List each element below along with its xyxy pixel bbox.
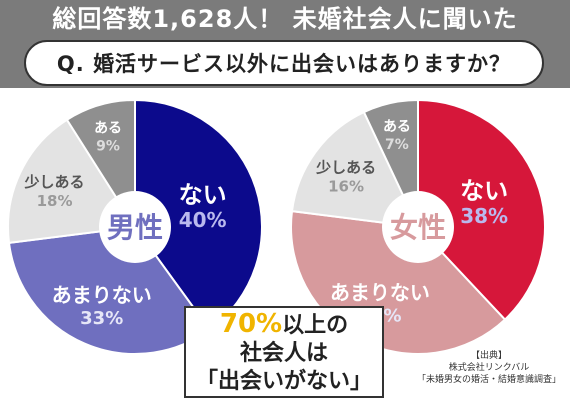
source-note: 【出典】 株式会社リンクバル 「未婚男女の婚活・結婚意識調査」 (408, 350, 570, 386)
male-slice-aru (65, 98, 136, 231)
male-value-sukoshi-aru: 18% (37, 192, 73, 210)
female-slice-nai (417, 98, 546, 321)
male-value-aru: 9% (96, 138, 120, 154)
female-center-label: 女性 (390, 211, 446, 244)
callout-line2: 社会人は (239, 341, 328, 366)
male-slice-nai (134, 98, 263, 332)
question-text: Q. 婚活サービス以外に出会いはありますか？ (56, 52, 512, 76)
callout-line1-rest: 以上の (282, 313, 349, 338)
male-slice-amari-nai (7, 225, 212, 355)
source-company: 株式会社リンクバル (448, 363, 530, 373)
question-box: Q. 婚活サービス以外に出会いはありますか？ (24, 40, 544, 86)
female-slice-sukoshi-aru (290, 110, 420, 229)
female-value-aru: 7% (385, 137, 409, 153)
male-label-aru: ある (94, 120, 122, 136)
male-value-amari-nai: 33% (80, 308, 123, 329)
source-survey: 「未婚男女の婚活・結婚意識調査」 (416, 375, 561, 385)
male-label-amari-nai: あまりない (52, 283, 152, 307)
male-center-circle (99, 191, 171, 263)
male-center-label: 男性 (107, 211, 163, 244)
female-value-sukoshi-aru: 16% (328, 178, 364, 196)
female-label-sukoshi-aru: 少しある (315, 159, 376, 177)
male-label-sukoshi-aru: 少しある (24, 173, 85, 191)
callout-line3: 「出会いがない」 (195, 369, 372, 394)
callout-box: 70%以上の 社会人は 「出会いがない」 (184, 306, 384, 398)
headline: 総回答数1,628人！ 未婚社会人に聞いた (52, 5, 518, 33)
male-value-nai: 40% (179, 208, 227, 232)
female-label-aru: ある (383, 119, 411, 135)
female-center-circle (382, 191, 454, 263)
male-label-nai: ない (179, 181, 227, 209)
source-label: 【出典】 (470, 351, 507, 361)
female-label-amari-nai: あまりない (330, 281, 430, 305)
female-label-nai: ない (460, 177, 508, 205)
female-value-nai: 38% (460, 204, 508, 228)
callout-percent: 70% (219, 309, 283, 339)
